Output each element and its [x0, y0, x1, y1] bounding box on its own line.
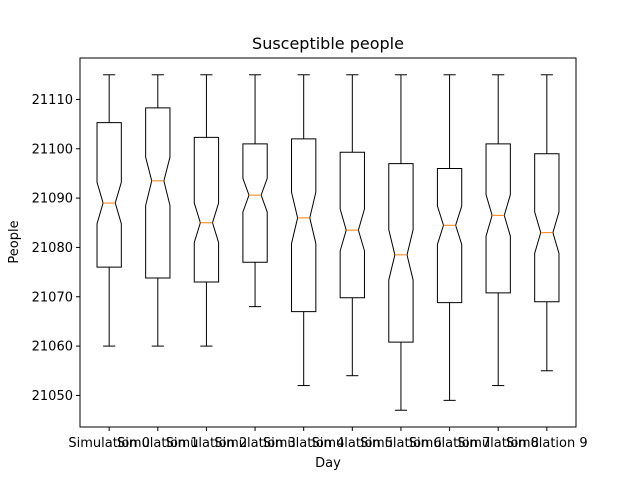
- box-1: Simulation 1: [117, 74, 199, 451]
- y-tick-label: 21090: [32, 192, 73, 207]
- box-0: Simulation 0: [68, 74, 150, 451]
- chart-title: Susceptible people: [252, 34, 404, 53]
- box-body: [339, 151, 365, 299]
- box-body: [193, 136, 220, 283]
- x-axis-label: Day: [315, 456, 341, 471]
- x-tick-label: Simulation 0: [68, 436, 150, 451]
- y-tick-label: 21060: [32, 340, 73, 355]
- box-7: Simulation 7: [409, 74, 491, 451]
- x-tick-label: Simulation 7: [409, 436, 491, 451]
- box-body: [485, 143, 511, 294]
- x-tick-label: Simulation 8: [457, 436, 539, 451]
- box-body: [388, 163, 414, 343]
- box-4: Simulation 4: [263, 74, 345, 451]
- box-body: [242, 143, 268, 263]
- box-9: Simulation 9: [506, 74, 588, 451]
- box-6: Simulation 6: [360, 74, 442, 451]
- y-tick-label: 21100: [32, 142, 73, 157]
- box-8: Simulation 8: [457, 74, 539, 451]
- x-tick-label: Simulation 5: [311, 436, 393, 451]
- x-tick-label: Simulation 2: [166, 436, 248, 451]
- x-tick-label: Simulation 3: [214, 436, 296, 451]
- x-tick-label: Simulation 6: [360, 436, 442, 451]
- y-tick-label: 21070: [32, 290, 73, 305]
- axes-frame: [79, 57, 577, 428]
- box-body: [291, 138, 317, 313]
- y-axis-label: People: [7, 220, 22, 263]
- y-tick-label: 21050: [32, 389, 73, 404]
- y-tick-label: 21110: [32, 93, 73, 108]
- box-body: [534, 153, 560, 303]
- x-tick-label: Simulation 9: [506, 436, 588, 451]
- box-2: Simulation 2: [166, 74, 248, 451]
- box-3: Simulation 3: [214, 74, 296, 451]
- box-body: [96, 122, 122, 268]
- x-tick-label: Simulation 4: [263, 436, 345, 451]
- y-tick-label: 21080: [32, 241, 73, 256]
- box-body: [436, 168, 463, 304]
- box-5: Simulation 5: [311, 74, 393, 451]
- x-tick-label: Simulation 1: [117, 436, 199, 451]
- plot-area: 21050 21060 21070 21080 21090 21100 21110 Simul…: [32, 74, 588, 451]
- box-body: [145, 107, 171, 279]
